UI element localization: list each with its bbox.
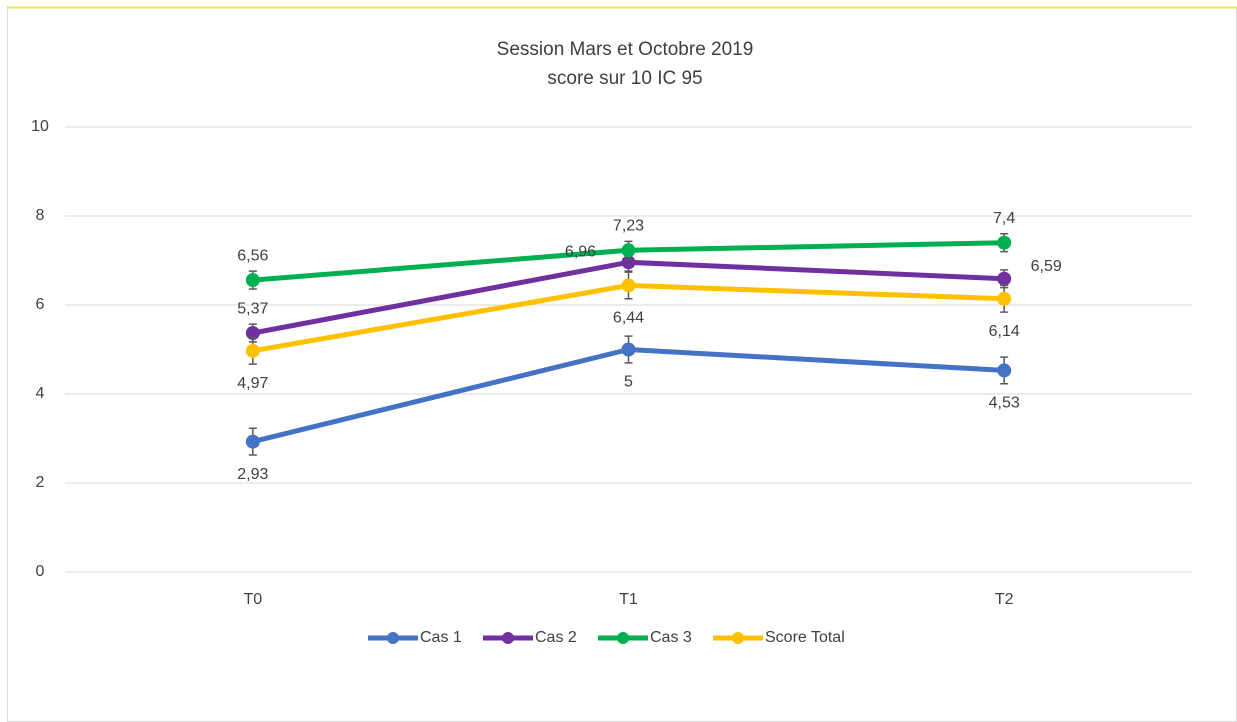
data-point	[621, 342, 636, 357]
data-label: 2,93	[237, 466, 268, 483]
data-point	[245, 273, 260, 288]
y-tick-label: 4	[36, 385, 45, 402]
y-tick-label: 2	[36, 474, 45, 491]
chart-border	[7, 7, 1237, 722]
data-point	[621, 243, 636, 258]
x-tick-label: T1	[619, 591, 638, 608]
data-label: 6,59	[1031, 258, 1062, 275]
chart-subtitle: score sur 10 IC 95	[547, 68, 702, 89]
data-point	[245, 343, 260, 358]
data-point	[245, 326, 260, 341]
legend-marker	[617, 632, 629, 644]
legend-label: Cas 3	[650, 629, 692, 646]
data-label: 5,37	[237, 300, 268, 317]
data-label: 6,96	[565, 243, 596, 260]
data-label: 6,56	[237, 247, 268, 264]
data-point	[997, 271, 1012, 286]
y-tick-label: 8	[36, 207, 45, 224]
data-point	[997, 363, 1012, 378]
legend-label: Score Total	[765, 629, 845, 646]
y-tick-label: 6	[36, 296, 45, 313]
x-tick-label: T2	[995, 591, 1014, 608]
data-label: 4,97	[237, 375, 268, 392]
x-tick-label: T0	[243, 591, 262, 608]
y-tick-label: 10	[31, 118, 49, 135]
data-label: 4,53	[989, 395, 1020, 412]
data-point	[997, 291, 1012, 306]
legend-marker	[502, 632, 514, 644]
data-point	[621, 278, 636, 293]
data-label: 6,14	[989, 323, 1020, 340]
legend-marker	[387, 632, 399, 644]
data-point	[245, 434, 260, 449]
data-point	[997, 235, 1012, 250]
data-label: 7,4	[993, 210, 1015, 227]
data-label: 6,44	[613, 310, 644, 327]
legend-label: Cas 2	[535, 629, 577, 646]
legend-label: Cas 1	[420, 629, 462, 646]
data-label: 5	[624, 374, 633, 391]
y-tick-label: 0	[36, 563, 45, 580]
legend-marker	[732, 632, 744, 644]
chart-title: Session Mars et Octobre 2019	[497, 39, 754, 60]
data-label: 7,23	[613, 217, 644, 234]
